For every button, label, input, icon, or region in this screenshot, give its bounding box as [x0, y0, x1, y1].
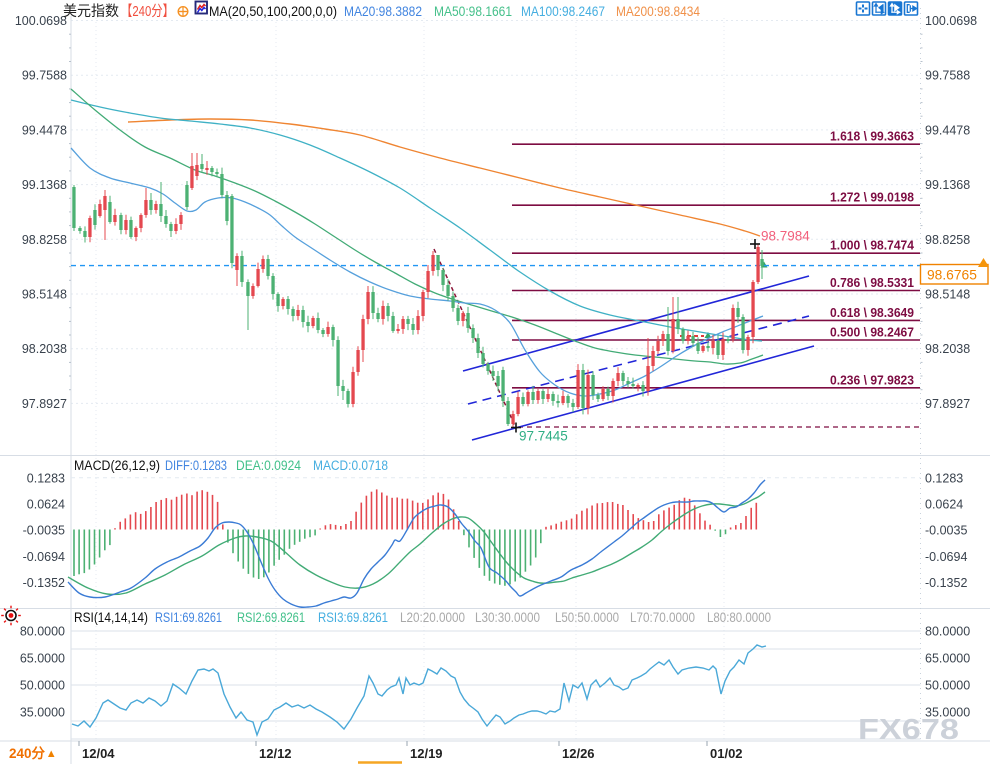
svg-text:98.5148: 98.5148 [925, 288, 970, 302]
svg-text:L70:70.0000: L70:70.0000 [630, 610, 695, 625]
svg-text:99.7588: 99.7588 [22, 69, 67, 83]
svg-text:MACD(26,12,9): MACD(26,12,9) [74, 458, 160, 473]
svg-text:-0.0035: -0.0035 [925, 524, 967, 538]
svg-text:98.2038: 98.2038 [925, 342, 970, 356]
svg-text:-0.0694: -0.0694 [925, 550, 967, 564]
svg-text:99.4478: 99.4478 [22, 123, 67, 137]
svg-text:MA200:98.8434: MA200:98.8434 [616, 4, 700, 19]
svg-text:L20:20.0000: L20:20.0000 [400, 610, 465, 625]
svg-text:0.0624: 0.0624 [27, 497, 65, 511]
svg-text:35.0000: 35.0000 [20, 706, 65, 720]
svg-text:240分: 240分 [9, 746, 46, 761]
svg-text:MACD:0.0718: MACD:0.0718 [313, 458, 388, 473]
svg-text:-0.0694: -0.0694 [23, 550, 65, 564]
svg-text:0.1283: 0.1283 [27, 471, 65, 485]
svg-text:MA100:98.2467: MA100:98.2467 [521, 4, 605, 19]
svg-text:100.0698: 100.0698 [925, 14, 977, 28]
svg-text:-0.1352: -0.1352 [925, 576, 967, 590]
svg-text:RSI(14,14,14): RSI(14,14,14) [74, 610, 148, 625]
svg-text:99.1368: 99.1368 [925, 178, 970, 192]
svg-text:-0.0035: -0.0035 [23, 524, 65, 538]
svg-text:100.0698: 100.0698 [15, 14, 67, 28]
svg-text:1.000 \ 98.7474: 1.000 \ 98.7474 [830, 238, 915, 253]
svg-text:98.7984: 98.7984 [761, 229, 810, 244]
svg-text:0.236 \ 97.9823: 0.236 \ 97.9823 [830, 372, 914, 387]
svg-text:DIFF:0.1283: DIFF:0.1283 [165, 458, 227, 473]
svg-text:RSI3:69.8261: RSI3:69.8261 [318, 610, 388, 625]
svg-text:65.0000: 65.0000 [20, 652, 65, 666]
svg-text:L80:80.0000: L80:80.0000 [707, 610, 771, 625]
svg-text:50.0000: 50.0000 [925, 679, 970, 693]
svg-text:FX678: FX678 [858, 714, 959, 746]
svg-text:97.8927: 97.8927 [925, 397, 970, 411]
svg-text:【240分】: 【240分】 [121, 3, 174, 20]
svg-text:DEA:0.0924: DEA:0.0924 [236, 458, 301, 473]
svg-text:35.0000: 35.0000 [925, 706, 970, 720]
svg-text:1.618 \ 99.3663: 1.618 \ 99.3663 [830, 129, 914, 144]
svg-text:12/19: 12/19 [410, 746, 443, 761]
svg-text:0.1283: 0.1283 [925, 471, 963, 485]
svg-text:99.7588: 99.7588 [925, 69, 970, 83]
svg-text:0.786 \ 98.5331: 0.786 \ 98.5331 [830, 275, 914, 290]
svg-text:97.7445: 97.7445 [519, 429, 568, 444]
svg-text:0.500 \ 98.2467: 0.500 \ 98.2467 [830, 325, 914, 340]
svg-text:RSI2:69.8261: RSI2:69.8261 [237, 610, 305, 625]
svg-text:12/04: 12/04 [82, 746, 115, 761]
svg-text:98.2038: 98.2038 [22, 342, 67, 356]
svg-text:80.0000: 80.0000 [925, 625, 970, 639]
svg-text:99.1368: 99.1368 [22, 178, 67, 192]
svg-text:01/02: 01/02 [710, 746, 743, 761]
svg-text:L50:50.0000: L50:50.0000 [555, 610, 619, 625]
svg-text:RSI1:69.8261: RSI1:69.8261 [155, 610, 222, 625]
svg-text:0.618 \ 98.3649: 0.618 \ 98.3649 [830, 305, 914, 320]
svg-text:12/26: 12/26 [562, 746, 595, 761]
svg-text:-0.1352: -0.1352 [23, 576, 65, 590]
svg-text:12/12: 12/12 [259, 746, 292, 761]
svg-text:98.6765: 98.6765 [927, 268, 977, 283]
svg-text:美元指数: 美元指数 [63, 3, 119, 20]
svg-text:98.8258: 98.8258 [22, 233, 67, 247]
svg-text:98.8258: 98.8258 [925, 233, 970, 247]
svg-text:0.0624: 0.0624 [925, 497, 963, 511]
svg-text:MA(20,50,100,200,0,0): MA(20,50,100,200,0,0) [209, 4, 337, 19]
svg-text:1.272 \ 99.0198: 1.272 \ 99.0198 [830, 190, 914, 205]
svg-text:80.0000: 80.0000 [20, 625, 65, 639]
svg-text:MA20:98.3882: MA20:98.3882 [344, 4, 422, 19]
svg-text:99.4478: 99.4478 [925, 123, 970, 137]
svg-text:L30:30.0000: L30:30.0000 [475, 610, 540, 625]
svg-text:MA50:98.1661: MA50:98.1661 [434, 4, 512, 19]
svg-text:65.0000: 65.0000 [925, 652, 970, 666]
svg-text:97.8927: 97.8927 [22, 397, 67, 411]
svg-text:50.0000: 50.0000 [20, 679, 65, 693]
svg-text:98.5148: 98.5148 [22, 288, 67, 302]
